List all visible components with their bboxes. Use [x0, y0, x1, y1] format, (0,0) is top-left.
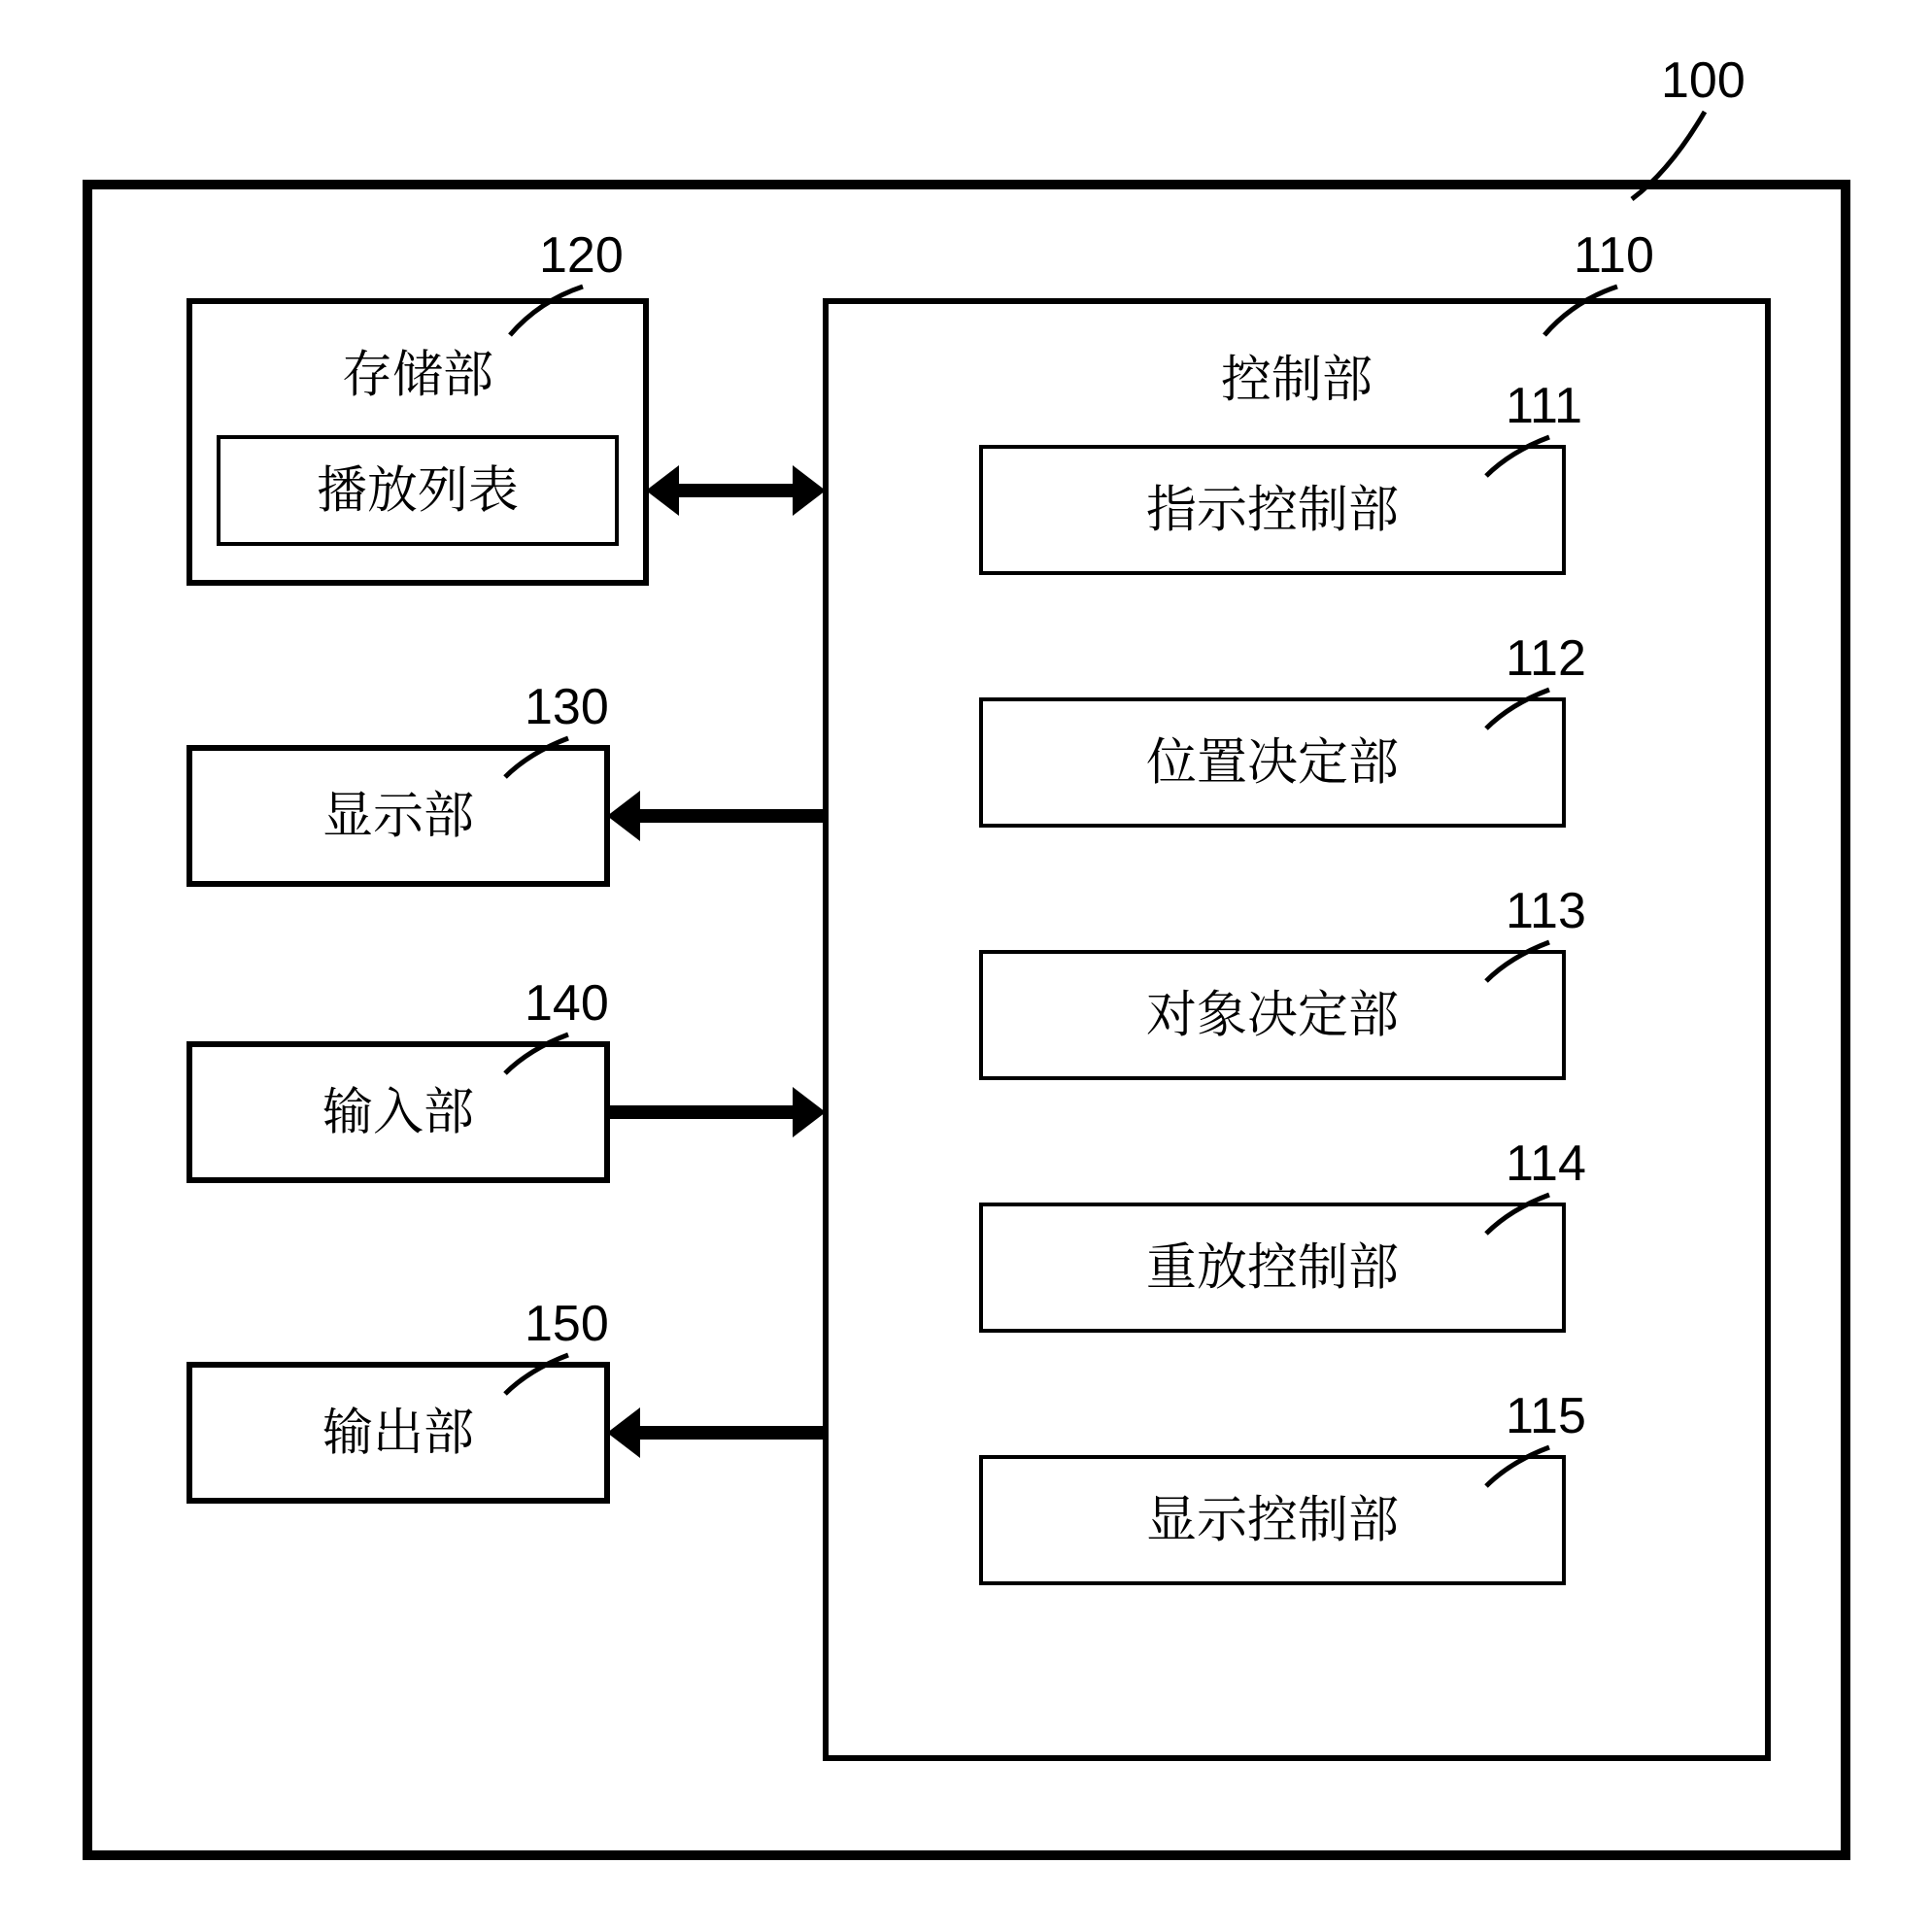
control-title: 控制部 — [1221, 338, 1373, 411]
left-title-storage: 存储部 — [342, 333, 493, 406]
ref-number: 120 — [539, 227, 624, 284]
left-title-input: 输入部 — [322, 1070, 474, 1143]
ref-number: 114 — [1506, 1135, 1586, 1192]
ref-number: 100 — [1661, 52, 1746, 109]
ref-number: 140 — [525, 975, 609, 1032]
ref-number: 112 — [1506, 630, 1586, 687]
sub-label-replay: 重放控制部 — [1146, 1226, 1399, 1299]
sub-label-pos: 位置决定部 — [1146, 721, 1399, 794]
ref-number: 111 — [1506, 378, 1582, 434]
left-title-output: 输出部 — [322, 1391, 474, 1464]
ref-number: 110 — [1574, 227, 1654, 284]
sub-label-obj: 对象决定部 — [1146, 973, 1399, 1046]
sub-label-instr: 指示控制部 — [1146, 468, 1399, 541]
inner-label-playlist: 播放列表 — [317, 449, 519, 522]
ref-number: 130 — [525, 679, 609, 735]
ref-number: 150 — [525, 1296, 609, 1352]
left-title-display: 显示部 — [322, 774, 474, 847]
sub-label-disp: 显示控制部 — [1146, 1478, 1399, 1551]
ref-number: 115 — [1506, 1388, 1586, 1444]
ref-number: 113 — [1506, 883, 1586, 939]
